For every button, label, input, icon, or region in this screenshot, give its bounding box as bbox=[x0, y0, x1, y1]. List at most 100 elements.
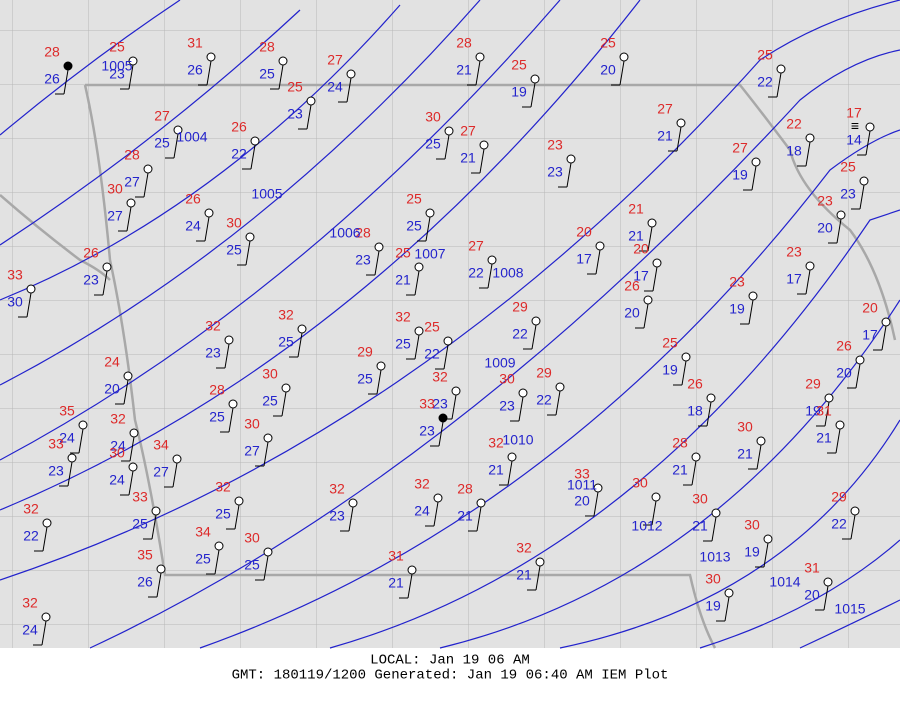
temperature: 25 bbox=[840, 159, 856, 175]
station-circle bbox=[881, 317, 891, 327]
dewpoint: 18 bbox=[687, 403, 703, 419]
wind-barb bbox=[487, 263, 493, 289]
wind-barb bbox=[374, 250, 380, 276]
station-circle bbox=[42, 518, 52, 528]
dewpoint: 17 bbox=[633, 268, 649, 284]
temperature: 32 bbox=[215, 479, 231, 495]
wind-barb bbox=[250, 144, 256, 170]
temperature: 21 bbox=[628, 201, 644, 217]
dewpoint: 23 bbox=[547, 164, 563, 180]
station-circle bbox=[128, 56, 138, 66]
temperature: 25 bbox=[287, 79, 303, 95]
temperature: 20 bbox=[576, 224, 592, 240]
dewpoint: 20 bbox=[600, 62, 616, 78]
isobar-label: 1011 bbox=[567, 477, 597, 493]
wind-barb bbox=[619, 60, 625, 86]
dewpoint: 24 bbox=[327, 79, 343, 95]
temperature: 32 bbox=[516, 540, 532, 556]
station-circle bbox=[865, 122, 875, 132]
dewpoint: 25 bbox=[244, 557, 260, 573]
wind-barb bbox=[102, 270, 108, 296]
temperature: 31 bbox=[187, 35, 203, 51]
temperature: 32 bbox=[205, 318, 221, 334]
station-circle bbox=[234, 496, 244, 506]
temperature: 28 bbox=[456, 35, 472, 51]
temperature: 25 bbox=[424, 319, 440, 335]
footer-local: LOCAL: Jan 19 06 AM bbox=[370, 653, 530, 669]
footer-gmt: GMT: 180119/1200 Generated: Jan 19 06:40… bbox=[232, 668, 669, 684]
temperature: 32 bbox=[488, 435, 504, 451]
dewpoint: 22 bbox=[831, 516, 847, 532]
station-circle bbox=[281, 383, 291, 393]
wind-barb bbox=[129, 436, 135, 462]
station-circle bbox=[531, 316, 541, 326]
temperature: 30 bbox=[226, 215, 242, 231]
isobar-label: 1013 bbox=[699, 549, 730, 565]
station-circle bbox=[128, 462, 138, 472]
wind-barb bbox=[711, 516, 717, 542]
wind-barb bbox=[26, 292, 32, 318]
wind-barb bbox=[475, 60, 481, 86]
temperature: 29 bbox=[831, 489, 847, 505]
temperature: 30 bbox=[425, 109, 441, 125]
temperature: 25 bbox=[662, 335, 678, 351]
dewpoint: 23 bbox=[83, 272, 99, 288]
station-circle bbox=[214, 541, 224, 551]
temperature: 28 bbox=[44, 44, 60, 60]
wind-barb bbox=[535, 565, 541, 591]
isobar-label: 1009 bbox=[484, 355, 515, 371]
temperature: 26 bbox=[185, 191, 201, 207]
temperature: 33 bbox=[574, 466, 590, 482]
dewpoint: 25 bbox=[278, 334, 294, 350]
station-circle bbox=[763, 534, 773, 544]
temperature: 30 bbox=[632, 475, 648, 491]
dewpoint: 22 bbox=[468, 265, 484, 281]
temperature: 25 bbox=[395, 245, 411, 261]
dewpoint: 27 bbox=[107, 208, 123, 224]
station-circle bbox=[711, 508, 721, 518]
station-circle bbox=[530, 74, 540, 84]
wind-barb bbox=[234, 504, 240, 530]
isobar-label: 1008 bbox=[492, 265, 523, 281]
temperature: 29 bbox=[536, 365, 552, 381]
wind-barb bbox=[263, 441, 269, 467]
dewpoint: 14 bbox=[846, 132, 862, 148]
station-circle bbox=[250, 136, 260, 146]
station-circle bbox=[805, 261, 815, 271]
station-circle bbox=[835, 420, 845, 430]
isobar-label: 1010 bbox=[502, 432, 533, 448]
temperature: 30 bbox=[244, 530, 260, 546]
temperature: 32 bbox=[432, 369, 448, 385]
dewpoint: 21 bbox=[456, 62, 472, 78]
dewpoint: 21 bbox=[816, 430, 832, 446]
dewpoint: 23 bbox=[499, 398, 515, 414]
wind-barb bbox=[214, 549, 220, 575]
dewpoint: 19 bbox=[662, 362, 678, 378]
wind-barb bbox=[204, 216, 210, 242]
wind-barb bbox=[126, 206, 132, 232]
station-circle bbox=[748, 291, 758, 301]
station-circle bbox=[26, 284, 36, 294]
temperature: 27 bbox=[657, 101, 673, 117]
wind-barb bbox=[156, 572, 162, 598]
temperature: 23 bbox=[547, 137, 563, 153]
temperature: 25 bbox=[511, 57, 527, 73]
dewpoint: 24 bbox=[109, 472, 125, 488]
station-circle bbox=[643, 295, 653, 305]
wind-barb bbox=[263, 555, 269, 581]
wind-barb bbox=[824, 401, 830, 427]
dewpoint: 27 bbox=[153, 464, 169, 480]
dewpoint: 26 bbox=[44, 71, 60, 87]
wind-barb bbox=[278, 64, 284, 90]
temperature: 26 bbox=[624, 278, 640, 294]
station-circle bbox=[535, 557, 545, 567]
dewpoint: 23 bbox=[432, 396, 448, 412]
dewpoint: 22 bbox=[512, 326, 528, 342]
temperature: 28 bbox=[672, 435, 688, 451]
station-circle bbox=[346, 69, 356, 79]
station-circle bbox=[224, 335, 234, 345]
dewpoint: 18 bbox=[786, 143, 802, 159]
dewpoint: 23 bbox=[329, 508, 345, 524]
wind-barb bbox=[518, 396, 524, 422]
dewpoint: 19 bbox=[805, 403, 821, 419]
